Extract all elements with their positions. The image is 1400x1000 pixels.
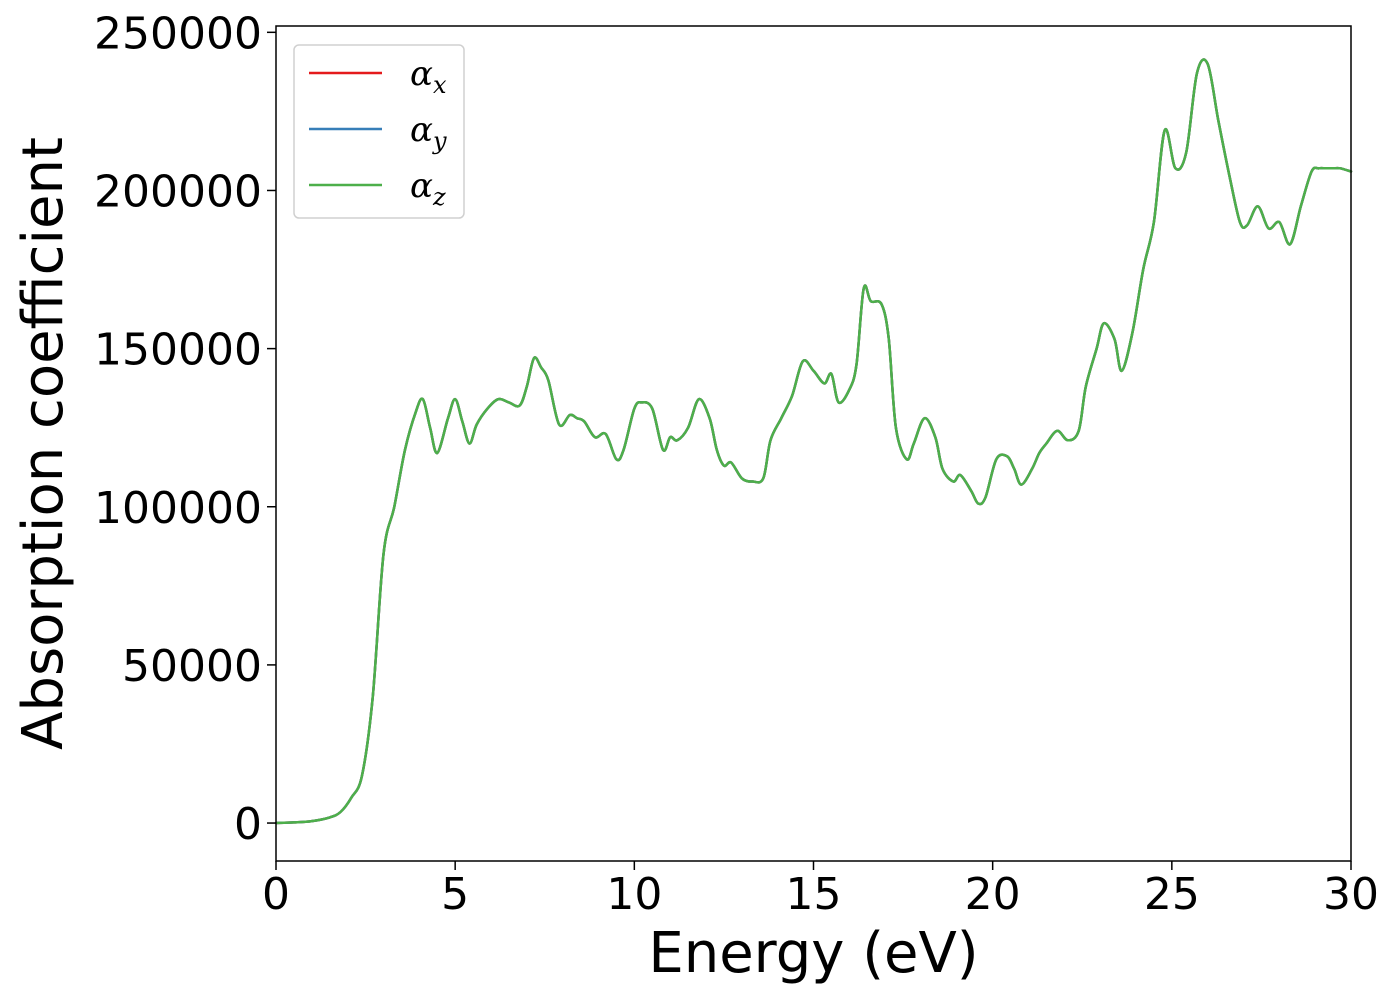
legend-label-z: αz bbox=[410, 166, 446, 211]
legend-symbol: α bbox=[410, 110, 433, 150]
y-axis-title: Absorption coefficient bbox=[11, 137, 76, 750]
legend-box bbox=[293, 44, 465, 219]
x-tick-label: 5 bbox=[441, 869, 469, 920]
series-line-z bbox=[274, 58, 1353, 825]
y-tick-label: 0 bbox=[234, 799, 262, 850]
x-tick-label: 20 bbox=[965, 869, 1021, 920]
y-tick-label: 50000 bbox=[122, 641, 262, 692]
legend-label-y: αy bbox=[410, 110, 447, 155]
x-tick-label: 25 bbox=[1144, 869, 1200, 920]
legend-symbol: α bbox=[410, 166, 433, 206]
y-tick-label: 100000 bbox=[94, 483, 262, 534]
ticks-layer: 0 5 10 15 20 25 30 0 50000 100000 150000 200000 2500… bbox=[94, 8, 1379, 920]
x-tick-label: 0 bbox=[262, 869, 290, 920]
x-tick-label: 10 bbox=[606, 869, 662, 920]
series-layer bbox=[274, 58, 1353, 825]
x-tick-label: 15 bbox=[786, 869, 842, 920]
y-tick-label: 250000 bbox=[94, 8, 262, 59]
y-tick-label: 150000 bbox=[94, 325, 262, 376]
legend-symbol: α bbox=[410, 54, 433, 94]
legend-subscript: y bbox=[432, 127, 447, 155]
legend-subscript: x bbox=[433, 71, 447, 99]
legend-label-x: αx bbox=[410, 54, 447, 99]
x-axis-title: Energy (eV) bbox=[648, 921, 978, 986]
legend-subscript: z bbox=[432, 183, 446, 211]
x-tick-label: 30 bbox=[1323, 869, 1379, 920]
y-tick-label: 200000 bbox=[94, 166, 262, 217]
